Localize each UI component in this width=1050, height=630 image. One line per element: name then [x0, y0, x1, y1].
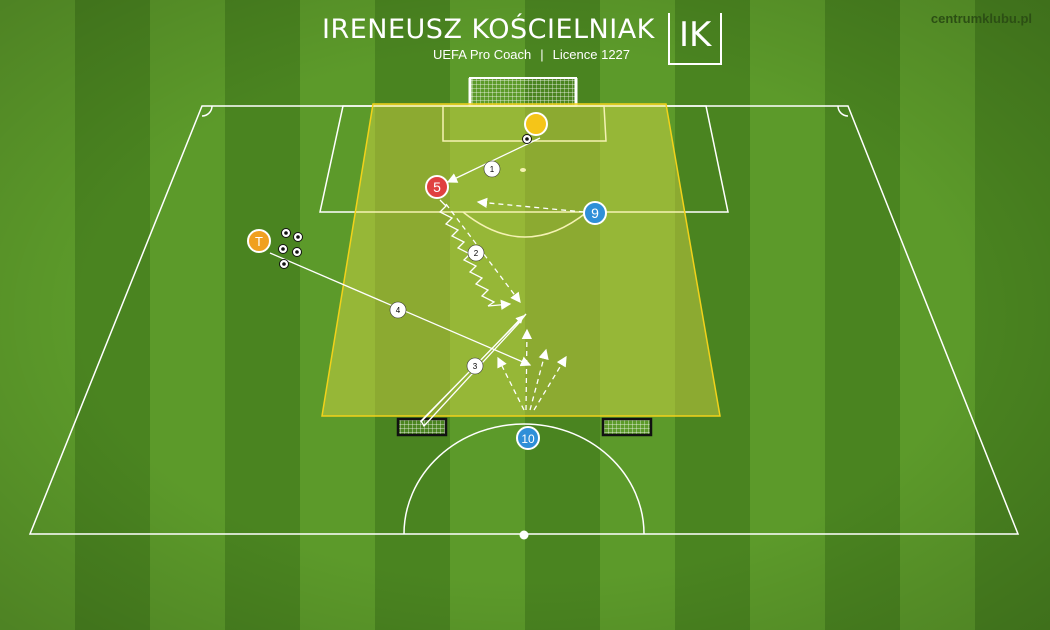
option-line-a: [497, 356, 525, 411]
ball-icon: [292, 247, 302, 257]
player-goalkeeper: [524, 112, 548, 136]
center-spot: [519, 530, 529, 540]
player-label: 10: [521, 432, 535, 446]
sequence-badge: 2: [467, 244, 485, 262]
player-5: 5: [425, 175, 449, 199]
coach-licence: Licence 1227: [552, 47, 631, 62]
option-line-c: [529, 348, 549, 411]
option-line-b: [521, 328, 533, 411]
ball-icon: [293, 232, 303, 242]
svg-text:1: 1: [490, 165, 495, 174]
option-line-d: [533, 355, 567, 411]
mini-goal-icon: [601, 417, 653, 437]
logo-text: IK: [679, 15, 712, 55]
ik-logo: IK: [668, 13, 722, 65]
dribble-end: [487, 299, 512, 311]
ball-icon: [281, 228, 291, 238]
player-label: 5: [433, 179, 441, 195]
player-coach: T: [247, 229, 271, 253]
player-9: 9: [583, 201, 607, 225]
mini-goal-icon: [396, 417, 448, 437]
coach-credentials: UEFA Pro Coach | Licence 1227: [433, 47, 630, 62]
pass-line-1: [446, 137, 541, 183]
pitch-markings: [28, 105, 1020, 535]
sequence-badge: 4: [389, 301, 407, 319]
sequence-badge: 3: [466, 357, 484, 375]
site-watermark: centrumklubu.pl: [930, 11, 1032, 26]
ball-icon: [278, 244, 288, 254]
player-label: 9: [591, 205, 599, 221]
center-circle-arc: [403, 423, 645, 535]
run-line-5: [445, 203, 521, 304]
penalty-arc: [462, 211, 588, 238]
player-10: 10: [516, 426, 540, 450]
corner-arc-left: [201, 105, 213, 117]
full-goal-icon: [468, 77, 578, 107]
coach-name-title: IRENEUSZ KOŚCIELNIAK: [322, 14, 655, 45]
corner-arc-right: [837, 105, 849, 117]
training-zone: [321, 103, 721, 417]
svg-text:2: 2: [474, 249, 479, 258]
penalty-spot: [520, 168, 526, 172]
ball-icon: [279, 259, 289, 269]
sequence-badge: 1: [483, 160, 501, 178]
ball-icon: [522, 134, 532, 144]
player-label: T: [255, 234, 263, 249]
credentials-separator: |: [540, 47, 544, 62]
svg-text:3: 3: [473, 362, 478, 371]
coach-role: UEFA Pro Coach: [433, 47, 532, 62]
svg-text:4: 4: [396, 306, 401, 315]
